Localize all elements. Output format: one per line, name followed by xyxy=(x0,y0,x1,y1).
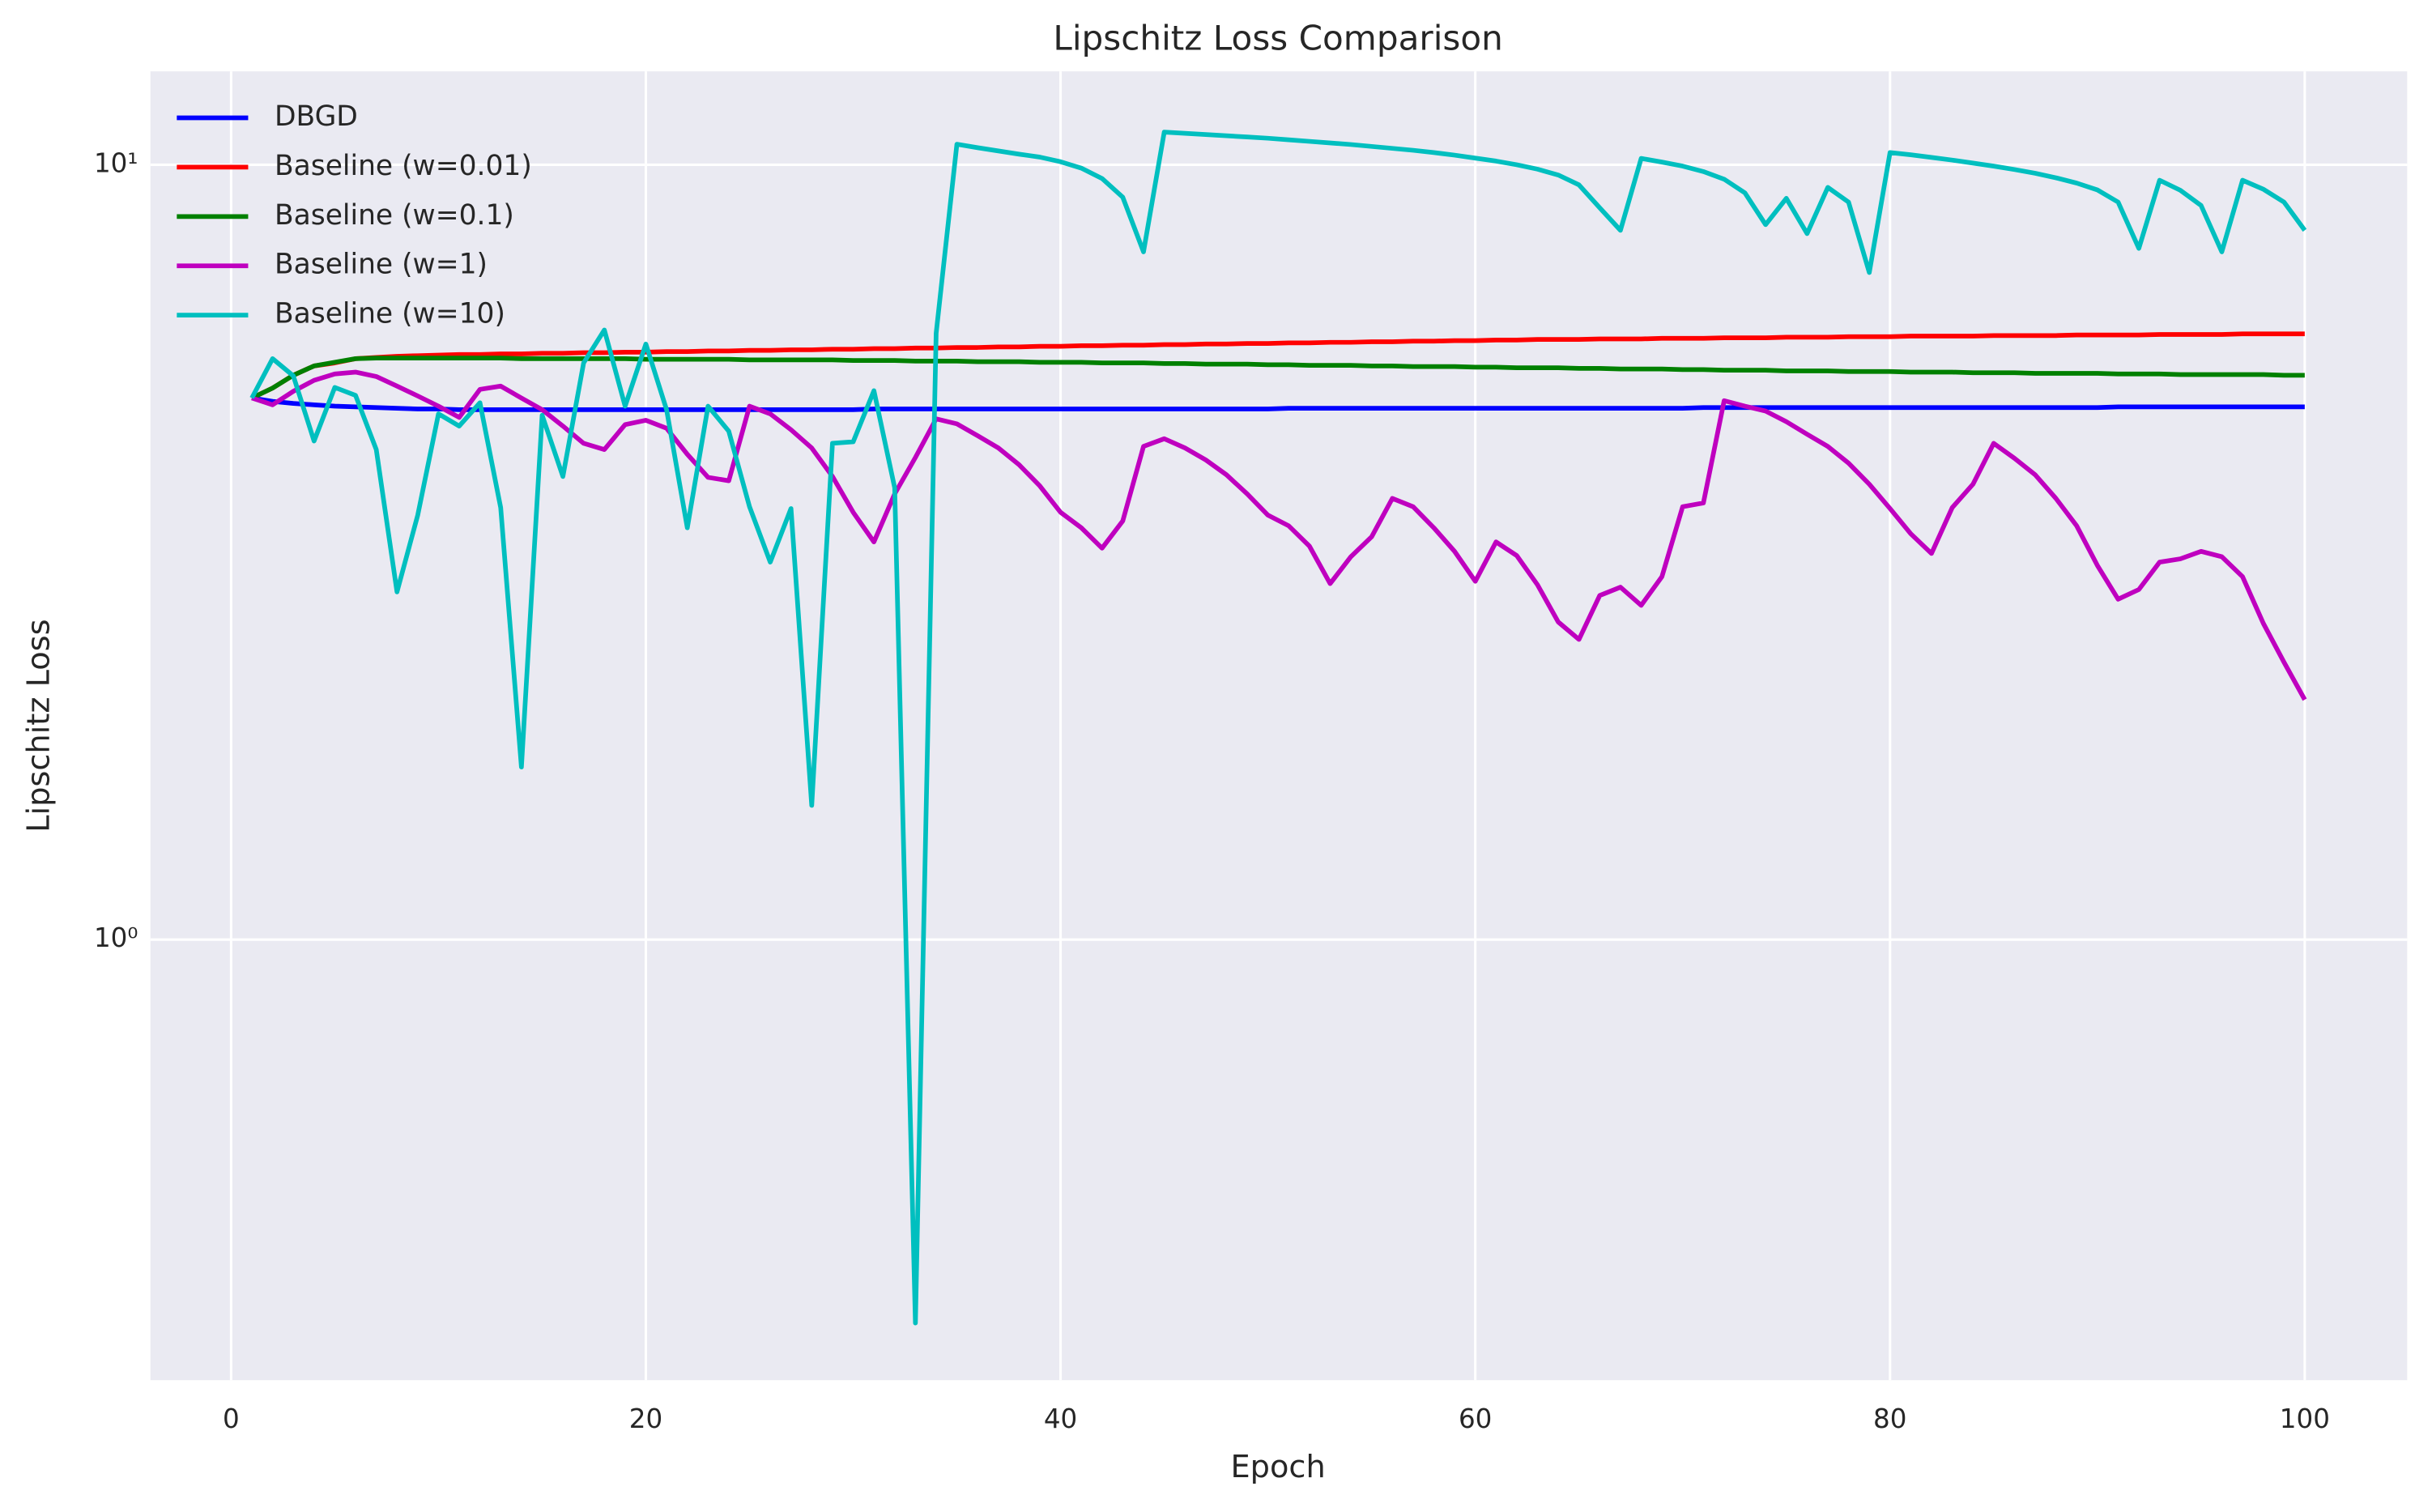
series-line xyxy=(249,130,2307,1326)
x-tick-label: 60 xyxy=(1459,1403,1492,1434)
x-tick-label: 80 xyxy=(1873,1403,1906,1434)
series-line xyxy=(251,395,2305,412)
x-tick-label: 20 xyxy=(629,1403,662,1434)
legend-label: Baseline (w=0.1) xyxy=(275,199,514,232)
x-tick-label: 100 xyxy=(2280,1403,2330,1434)
chart-title: Lipschitz Loss Comparison xyxy=(1053,18,1502,57)
plot-area xyxy=(150,71,2408,1381)
legend-label: Baseline (w=10) xyxy=(275,298,505,330)
y-tick-label: 10¹ xyxy=(94,147,138,178)
x-tick-label: 40 xyxy=(1044,1403,1077,1434)
legend-label: Baseline (w=0.01) xyxy=(275,150,532,182)
x-tick-label: 0 xyxy=(223,1403,240,1434)
legend-label: DBGD xyxy=(275,100,358,133)
x-axis-label: Epoch xyxy=(1230,1449,1325,1485)
series-line xyxy=(250,356,2305,401)
y-axis-label: Lipschitz Loss xyxy=(20,619,57,832)
legend-label: Baseline (w=1) xyxy=(275,249,488,281)
y-tick-label: 10⁰ xyxy=(94,922,138,953)
series-line xyxy=(250,331,2305,401)
series-line xyxy=(251,369,2307,701)
